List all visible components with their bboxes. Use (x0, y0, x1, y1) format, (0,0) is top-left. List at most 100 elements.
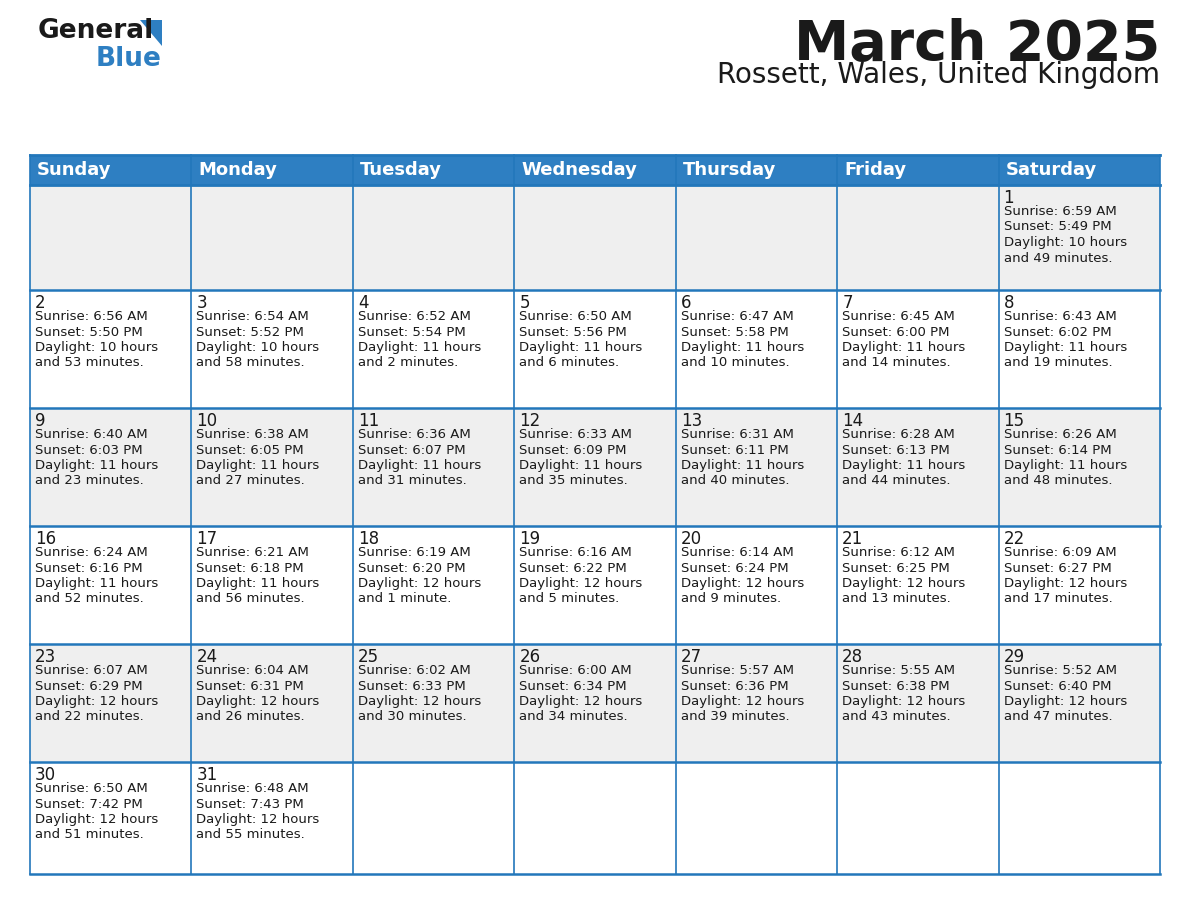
Text: Sunset: 5:54 PM: Sunset: 5:54 PM (358, 326, 466, 339)
Text: Daylight: 12 hours: Daylight: 12 hours (842, 577, 966, 590)
Text: 19: 19 (519, 530, 541, 548)
Text: 16: 16 (34, 530, 56, 548)
Text: Daylight: 11 hours: Daylight: 11 hours (519, 341, 643, 354)
Text: 9: 9 (34, 412, 45, 430)
Text: Sunrise: 6:28 AM: Sunrise: 6:28 AM (842, 428, 955, 441)
Text: Sunset: 6:31 PM: Sunset: 6:31 PM (196, 679, 304, 692)
Bar (30, 526, 1159, 644)
Text: and 2 minutes.: and 2 minutes. (358, 356, 459, 370)
Text: 3: 3 (196, 294, 207, 312)
Text: Sunrise: 6:33 AM: Sunrise: 6:33 AM (519, 428, 632, 441)
Text: Sunset: 6:36 PM: Sunset: 6:36 PM (681, 679, 789, 692)
Text: Monday: Monday (198, 161, 277, 179)
Text: Sunset: 6:34 PM: Sunset: 6:34 PM (519, 679, 627, 692)
Bar (676, 155, 838, 185)
Text: Sunset: 5:56 PM: Sunset: 5:56 PM (519, 326, 627, 339)
Text: Blue: Blue (96, 46, 162, 72)
Text: Sunrise: 6:59 AM: Sunrise: 6:59 AM (1004, 205, 1117, 218)
Text: Daylight: 11 hours: Daylight: 11 hours (34, 577, 158, 590)
Text: Sunset: 7:42 PM: Sunset: 7:42 PM (34, 798, 143, 811)
Text: and 49 minutes.: and 49 minutes. (1004, 252, 1112, 264)
Text: Sunrise: 6:50 AM: Sunrise: 6:50 AM (519, 310, 632, 323)
Text: 1: 1 (1004, 189, 1015, 207)
Bar (999, 155, 1159, 185)
Text: 20: 20 (681, 530, 702, 548)
Text: Sunrise: 6:24 AM: Sunrise: 6:24 AM (34, 546, 147, 559)
Text: and 6 minutes.: and 6 minutes. (519, 356, 619, 370)
Text: Daylight: 11 hours: Daylight: 11 hours (1004, 341, 1127, 354)
Text: Daylight: 11 hours: Daylight: 11 hours (358, 341, 481, 354)
Text: 29: 29 (1004, 648, 1025, 666)
Polygon shape (140, 20, 162, 46)
Text: 8: 8 (1004, 294, 1015, 312)
Text: Sunrise: 6:56 AM: Sunrise: 6:56 AM (34, 310, 147, 323)
Bar (514, 155, 676, 185)
Text: and 52 minutes.: and 52 minutes. (34, 592, 144, 606)
Text: Daylight: 12 hours: Daylight: 12 hours (519, 577, 643, 590)
Text: and 51 minutes.: and 51 minutes. (34, 829, 144, 842)
Text: Daylight: 12 hours: Daylight: 12 hours (358, 577, 481, 590)
Text: Sunrise: 5:52 AM: Sunrise: 5:52 AM (1004, 664, 1117, 677)
Text: General: General (38, 18, 154, 44)
Text: Thursday: Thursday (683, 161, 776, 179)
Text: Sunset: 5:52 PM: Sunset: 5:52 PM (196, 326, 304, 339)
Text: Sunset: 6:11 PM: Sunset: 6:11 PM (681, 443, 789, 456)
Text: and 48 minutes.: and 48 minutes. (1004, 475, 1112, 487)
Text: 13: 13 (681, 412, 702, 430)
Text: Sunset: 6:40 PM: Sunset: 6:40 PM (1004, 679, 1111, 692)
Text: and 34 minutes.: and 34 minutes. (519, 711, 628, 723)
Text: 18: 18 (358, 530, 379, 548)
Text: Sunset: 6:13 PM: Sunset: 6:13 PM (842, 443, 950, 456)
Text: Sunrise: 6:26 AM: Sunrise: 6:26 AM (1004, 428, 1117, 441)
Text: and 53 minutes.: and 53 minutes. (34, 356, 144, 370)
Text: Sunset: 7:43 PM: Sunset: 7:43 PM (196, 798, 304, 811)
Text: Daylight: 11 hours: Daylight: 11 hours (196, 577, 320, 590)
Text: and 10 minutes.: and 10 minutes. (681, 356, 789, 370)
Bar (353, 155, 514, 185)
Text: Sunrise: 6:43 AM: Sunrise: 6:43 AM (1004, 310, 1117, 323)
Text: Daylight: 12 hours: Daylight: 12 hours (1004, 577, 1127, 590)
Text: 31: 31 (196, 766, 217, 784)
Text: Sunrise: 6:40 AM: Sunrise: 6:40 AM (34, 428, 147, 441)
Text: Saturday: Saturday (1005, 161, 1097, 179)
Text: Daylight: 11 hours: Daylight: 11 hours (196, 459, 320, 472)
Text: 10: 10 (196, 412, 217, 430)
Text: Daylight: 12 hours: Daylight: 12 hours (681, 577, 804, 590)
Text: Sunrise: 6:47 AM: Sunrise: 6:47 AM (681, 310, 794, 323)
Text: and 35 minutes.: and 35 minutes. (519, 475, 628, 487)
Text: and 47 minutes.: and 47 minutes. (1004, 711, 1112, 723)
Text: Daylight: 12 hours: Daylight: 12 hours (196, 695, 320, 708)
Text: Daylight: 11 hours: Daylight: 11 hours (1004, 459, 1127, 472)
Text: Sunset: 6:25 PM: Sunset: 6:25 PM (842, 562, 950, 575)
Text: Sunrise: 6:16 AM: Sunrise: 6:16 AM (519, 546, 632, 559)
Text: and 56 minutes.: and 56 minutes. (196, 592, 305, 606)
Text: Sunrise: 6:45 AM: Sunrise: 6:45 AM (842, 310, 955, 323)
Text: Sunset: 6:14 PM: Sunset: 6:14 PM (1004, 443, 1111, 456)
Text: and 43 minutes.: and 43 minutes. (842, 711, 950, 723)
Bar (30, 408, 1159, 526)
Text: 12: 12 (519, 412, 541, 430)
Text: Sunset: 6:29 PM: Sunset: 6:29 PM (34, 679, 143, 692)
Text: 17: 17 (196, 530, 217, 548)
Text: and 19 minutes.: and 19 minutes. (1004, 356, 1112, 370)
Text: March 2025: March 2025 (794, 18, 1159, 72)
Text: Sunrise: 6:48 AM: Sunrise: 6:48 AM (196, 782, 309, 795)
Text: Daylight: 10 hours: Daylight: 10 hours (1004, 236, 1126, 249)
Text: and 31 minutes.: and 31 minutes. (358, 475, 467, 487)
Text: 30: 30 (34, 766, 56, 784)
Text: Daylight: 11 hours: Daylight: 11 hours (34, 459, 158, 472)
Text: and 30 minutes.: and 30 minutes. (358, 711, 467, 723)
Text: Daylight: 12 hours: Daylight: 12 hours (196, 813, 320, 826)
Text: and 13 minutes.: and 13 minutes. (842, 592, 950, 606)
Text: and 5 minutes.: and 5 minutes. (519, 592, 619, 606)
Text: Sunset: 6:09 PM: Sunset: 6:09 PM (519, 443, 627, 456)
Text: Daylight: 11 hours: Daylight: 11 hours (681, 459, 804, 472)
Text: Sunrise: 5:55 AM: Sunrise: 5:55 AM (842, 664, 955, 677)
Text: Sunset: 6:33 PM: Sunset: 6:33 PM (358, 679, 466, 692)
Text: Sunset: 5:58 PM: Sunset: 5:58 PM (681, 326, 789, 339)
Text: Sunday: Sunday (37, 161, 112, 179)
Text: and 26 minutes.: and 26 minutes. (196, 711, 305, 723)
Bar (30, 290, 1159, 408)
Text: Sunrise: 5:57 AM: Sunrise: 5:57 AM (681, 664, 794, 677)
Text: 21: 21 (842, 530, 864, 548)
